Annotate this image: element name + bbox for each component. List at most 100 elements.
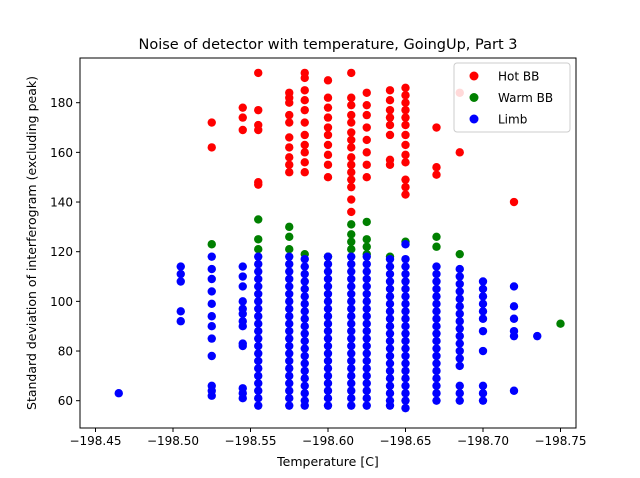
y-tick-label: 60 — [58, 394, 73, 408]
point-limb-11 — [207, 312, 216, 321]
point-warm-bb-22 — [556, 319, 565, 328]
point-limb-185 — [401, 299, 410, 309]
point-limb-145 — [362, 319, 371, 328]
x-tick-label: −198.70 — [457, 434, 509, 448]
point-limb-209 — [432, 329, 441, 338]
point-limb-59 — [285, 304, 294, 314]
point-limb-70 — [285, 386, 294, 395]
point-hot-bb-43 — [347, 93, 356, 102]
point-limb-212 — [432, 351, 441, 361]
point-limb-248 — [509, 302, 519, 311]
point-limb-192 — [401, 351, 410, 361]
point-warm-bb-15 — [362, 242, 371, 251]
point-limb-40 — [254, 319, 263, 328]
point-limb-6 — [207, 252, 216, 261]
point-limb-196 — [401, 381, 410, 390]
point-limb-96 — [323, 267, 333, 276]
point-limb-216 — [432, 381, 441, 390]
point-hot-bb-27 — [300, 130, 309, 140]
point-hot-bb-77 — [401, 113, 410, 122]
point-hot-bb-5 — [254, 68, 263, 78]
point-hot-bb-16 — [285, 133, 294, 142]
point-limb-241 — [478, 314, 488, 323]
point-hot-bb-78 — [401, 120, 410, 130]
point-hot-bb-62 — [362, 148, 371, 157]
point-limb-56 — [285, 282, 294, 291]
point-limb-121 — [347, 297, 356, 306]
point-limb-97 — [323, 274, 333, 284]
point-limb-31 — [254, 252, 263, 261]
point-limb-231 — [455, 354, 464, 363]
point-limb-93 — [300, 401, 309, 410]
point-limb-60 — [285, 312, 294, 321]
point-warm-bb-4 — [285, 222, 294, 232]
point-limb-52 — [285, 252, 294, 261]
point-limb-154 — [362, 386, 371, 395]
data-points — [114, 68, 565, 413]
point-limb-130 — [347, 364, 356, 373]
point-limb-73 — [300, 254, 309, 264]
point-limb-21 — [238, 297, 247, 306]
point-hot-bb-41 — [323, 172, 333, 182]
point-limb-114 — [323, 401, 333, 410]
point-limb-249 — [509, 314, 519, 323]
point-limb-111 — [323, 379, 333, 388]
chart-title: Noise of detector with temperature, Goin… — [138, 37, 517, 53]
point-limb-162 — [385, 292, 395, 301]
point-limb-172 — [385, 366, 395, 376]
point-limb-180 — [401, 262, 410, 271]
point-hot-bb-24 — [300, 96, 309, 105]
point-hot-bb-22 — [300, 73, 309, 83]
point-limb-100 — [323, 297, 333, 306]
point-limb-17 — [207, 391, 216, 400]
point-limb-226 — [455, 317, 464, 326]
point-hot-bb-50 — [347, 153, 356, 162]
point-limb-199 — [401, 403, 410, 413]
point-hot-bb-88 — [432, 170, 441, 179]
x-tick-label: −198.50 — [147, 434, 199, 448]
x-axis-ticks: −198.45 −198.50 −198.55 −198.60 −198.65 −198.… — [69, 428, 587, 448]
point-hot-bb-15 — [285, 118, 294, 127]
y-tick-label: 160 — [50, 146, 73, 160]
point-limb-218 — [432, 396, 441, 405]
point-limb-36 — [254, 289, 263, 299]
point-limb-66 — [285, 356, 294, 366]
point-limb-46 — [254, 364, 263, 373]
point-hot-bb-25 — [300, 105, 309, 115]
point-limb-160 — [385, 277, 395, 286]
point-limb-123 — [347, 312, 356, 321]
point-limb-122 — [347, 304, 356, 314]
point-hot-bb-79 — [401, 130, 410, 140]
point-limb-7 — [207, 264, 216, 274]
point-limb-2 — [176, 269, 185, 279]
point-limb-37 — [254, 297, 263, 306]
point-limb-204 — [432, 292, 441, 301]
point-limb-99 — [323, 289, 333, 299]
point-limb-129 — [347, 356, 356, 366]
point-limb-89 — [300, 374, 309, 383]
point-limb-125 — [347, 326, 356, 336]
point-limb-173 — [385, 374, 395, 383]
point-limb-170 — [385, 351, 395, 361]
point-hot-bb-80 — [401, 140, 410, 150]
point-limb-81 — [300, 314, 309, 323]
point-limb-197 — [401, 389, 410, 398]
point-limb-47 — [254, 371, 263, 381]
point-hot-bb-48 — [347, 135, 356, 145]
point-limb-215 — [432, 374, 441, 383]
point-limb-41 — [254, 326, 263, 336]
point-limb-0 — [114, 389, 123, 398]
point-limb-164 — [385, 307, 395, 316]
point-limb-186 — [401, 307, 410, 316]
point-limb-252 — [509, 386, 519, 395]
point-limb-132 — [347, 379, 356, 388]
point-limb-108 — [323, 356, 333, 366]
point-limb-32 — [254, 259, 263, 269]
point-limb-53 — [285, 259, 294, 269]
point-limb-152 — [362, 371, 371, 381]
point-limb-3 — [176, 277, 185, 286]
point-limb-181 — [401, 269, 410, 279]
point-hot-bb-33 — [323, 93, 333, 102]
point-warm-bb-1 — [254, 215, 263, 224]
point-limb-12 — [207, 321, 216, 331]
